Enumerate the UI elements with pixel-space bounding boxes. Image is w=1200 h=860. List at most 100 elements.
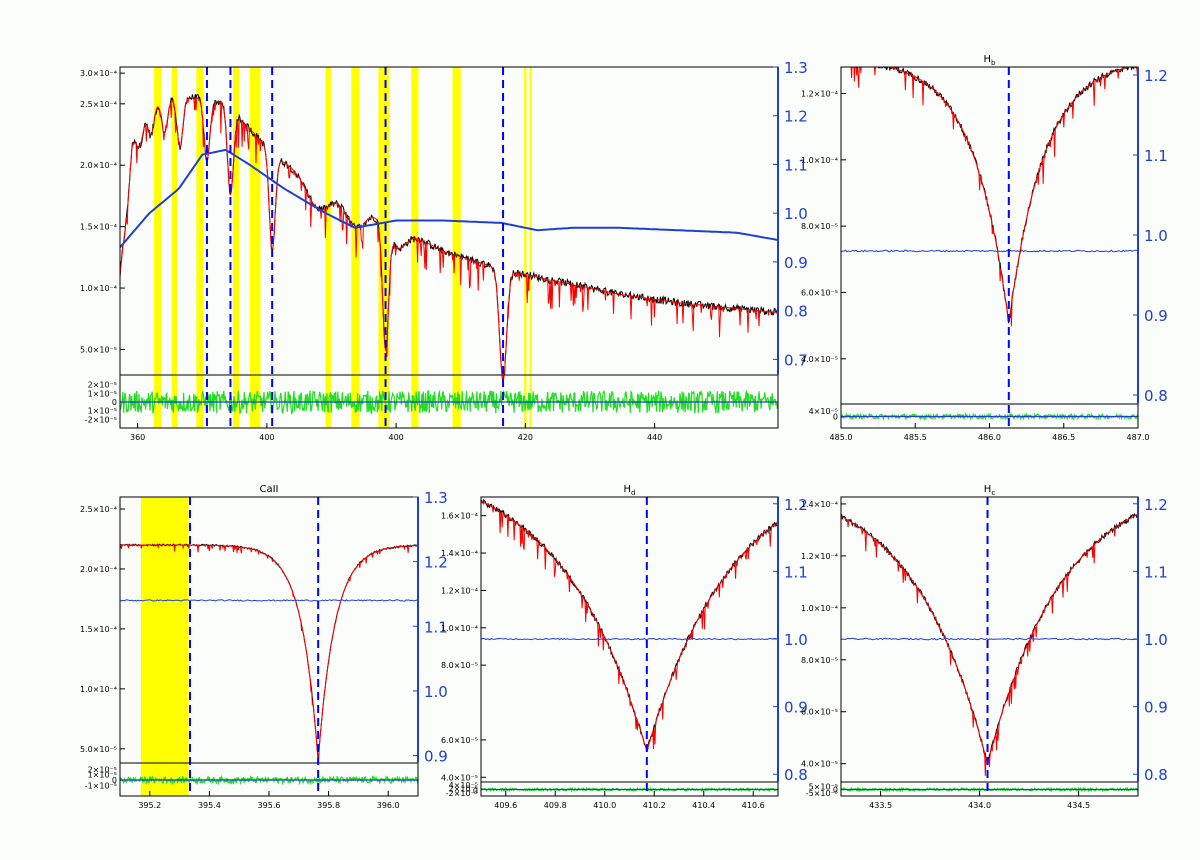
full-frame — [119, 66, 779, 429]
full-residual-tick-label: 2×10⁻⁵ — [88, 381, 117, 390]
hb-model-spectrum — [850, 67, 1138, 327]
caii-x-tick-label: 395.4 — [198, 801, 221, 810]
hg-model-spectrum — [841, 513, 1138, 776]
caii-y-tick-label: 1.0×10⁻⁴ — [80, 685, 117, 694]
hb-y-tick-label: 1.0×10⁻⁴ — [801, 156, 838, 165]
caii-ratio-curve — [120, 599, 418, 602]
full-mask-band — [452, 67, 461, 428]
full-x-tick-label: 360 — [130, 433, 145, 442]
caii-right-tick-label: 1.0 — [424, 683, 448, 701]
caii-right-tick-label: 1.1 — [424, 618, 448, 636]
full-mask-band — [411, 67, 419, 428]
hd-residual-tick-label: 0 — [473, 787, 478, 796]
hb-y-tick-label: 4.0×10⁻⁵ — [801, 355, 838, 364]
hd-frame — [480, 496, 779, 797]
caii-title: CaII — [259, 484, 278, 495]
hg-title: Hc — [984, 484, 996, 497]
hg-x-tick-label: 433.5 — [869, 801, 892, 810]
hd-y-tick-label: 8.0×10⁻⁵ — [441, 661, 478, 670]
hg-right-tick-label: 0.8 — [1144, 766, 1168, 784]
hg-right-tick-label: 1.2 — [1144, 496, 1168, 514]
caii-residual-tick-label: 2×10⁻⁵ — [88, 765, 117, 774]
full-y-tick-label: 2.0×10⁻⁴ — [80, 161, 117, 170]
hd-right-tick-label: 1.2 — [784, 496, 808, 514]
caii-y-tick-label: 1.5×10⁻⁴ — [80, 625, 117, 634]
hd-x-tick-label: 409.8 — [544, 801, 567, 810]
hb-frame — [840, 66, 1139, 429]
hg-x-tick-label: 434.5 — [1067, 801, 1090, 810]
full-y-tick-label: 1.5×10⁻⁴ — [80, 223, 117, 232]
full-right-tick-label: 1.1 — [784, 156, 808, 174]
full-observed-spectrum — [120, 94, 778, 381]
hb-title-subscript: b — [991, 59, 996, 67]
hb-right-tick-label: 1.0 — [1144, 227, 1168, 245]
caii-y-tick-label: 2.5×10⁻⁴ — [80, 505, 117, 514]
hd-model-spectrum — [481, 500, 778, 751]
full-mask-band — [249, 67, 261, 428]
hb-x-tick-label: 486.0 — [978, 433, 1001, 442]
full-x-tick-label: 400 — [388, 433, 403, 442]
hd-residual-tick-label: -2×10⁻⁵ — [446, 789, 478, 798]
hg-right-tick-label: 1.0 — [1144, 631, 1168, 649]
caii-right-tick-label: 1.2 — [424, 554, 448, 572]
caii-x-tick-label: 395.6 — [258, 801, 281, 810]
hg-y-tick-label: 1.4×10⁻⁴ — [801, 500, 838, 509]
hd-x-tick-label: 410.6 — [742, 801, 765, 810]
hg-residual-tick-label: 5×10⁻⁵ — [809, 782, 838, 791]
full-mask-band — [378, 67, 390, 428]
full-y-tick-label: 1.0×10⁻⁴ — [80, 284, 117, 293]
hd-panel: 409.6 409.8 410.0 410.2 410.4 410.6 4.0×10⁻⁵ 6.… — [441, 484, 808, 810]
full-right-tick-label: 1.2 — [784, 108, 808, 126]
full-right-tick-label: 1.0 — [784, 205, 808, 223]
full-residual-tick-label: 1×10⁻⁵ — [88, 407, 117, 416]
hd-right-tick-label: 1.0 — [784, 631, 808, 649]
hg-residual-tick-label: 0 — [833, 786, 838, 795]
hd-x-tick-label: 410.4 — [692, 801, 715, 810]
full-mask-band — [325, 67, 331, 428]
full-y-tick-label: 3.0×10⁻⁴ — [80, 69, 117, 78]
caii-x-tick-label: 395.2 — [138, 801, 161, 810]
caii-y-tick-label: 5.0×10⁻⁵ — [80, 745, 117, 754]
hd-title-subscript: d — [631, 489, 635, 497]
full-residual-tick-label: 0 — [112, 398, 117, 407]
full-residual-tick-label: -2×10⁻⁵ — [85, 415, 117, 424]
full-mask-band — [529, 67, 532, 428]
hg-y-tick-label: 6.0×10⁻⁵ — [801, 708, 838, 717]
hd-right-tick-label: 0.9 — [784, 699, 808, 717]
full-mask-band — [524, 67, 527, 428]
hg-y-tick-label: 4.0×10⁻⁵ — [801, 760, 838, 769]
hd-title: Hd — [624, 484, 636, 497]
hg-right-tick-label: 1.1 — [1144, 563, 1168, 581]
hb-ratio-curve — [841, 249, 1138, 253]
hg-panel: 433.5 434.0 434.5 4.0×10⁻⁵ 6.0×10⁻⁵ 8.0×10⁻⁵ 1… — [801, 484, 1168, 810]
hd-x-tick-label: 410.0 — [593, 801, 616, 810]
hb-right-tick-label: 1.1 — [1144, 147, 1168, 165]
caii-right-tick-label: 0.9 — [424, 748, 448, 766]
hd-observed-spectrum — [481, 498, 778, 752]
full-right-tick-label: 0.8 — [784, 303, 808, 321]
hg-y-tick-label: 1.0×10⁻⁴ — [801, 604, 838, 613]
hd-residual-tick-label: 2×10⁻⁵ — [449, 784, 478, 793]
caii-residual-tick-label: 1×10⁻⁵ — [88, 771, 117, 780]
hb-panel: 485.0 485.5 486.0 486.5 487.0 4.0×10⁻⁵ 6.0×10⁻… — [801, 54, 1168, 442]
hg-ratio-curve — [841, 637, 1138, 641]
hg-y-tick-label: 8.0×10⁻⁵ — [801, 656, 838, 665]
caii-x-tick-label: 395.8 — [317, 801, 340, 810]
full-panel: 360 400 400 420 440 5.0×10⁻⁵ 1.0×10⁻⁴ 1.5×10⁻⁴ 2… — [80, 59, 808, 442]
full-y-tick-label: 5.0×10⁻⁵ — [80, 345, 117, 354]
hb-x-tick-label: 485.5 — [904, 433, 927, 442]
full-right-tick-label: 0.9 — [784, 254, 808, 272]
full-model-spectrum — [120, 97, 778, 382]
hb-title: Hb — [984, 54, 997, 67]
hd-x-tick-label: 409.6 — [494, 801, 517, 810]
full-ratio-curve — [120, 148, 778, 248]
hb-right-tick-label: 1.2 — [1144, 67, 1168, 85]
hb-y-tick-label: 1.2×10⁻⁴ — [801, 90, 838, 99]
full-mask-band — [196, 67, 204, 428]
caii-model-spectrum — [120, 544, 418, 760]
full-right-tick-label: 0.7 — [784, 351, 808, 369]
hg-title-subscript: c — [991, 489, 995, 497]
hb-y-tick-label: 6.0×10⁻⁵ — [801, 288, 838, 297]
hd-right-tick-label: 1.1 — [784, 563, 808, 581]
hg-y-tick-label: 1.2×10⁻⁴ — [801, 552, 838, 561]
